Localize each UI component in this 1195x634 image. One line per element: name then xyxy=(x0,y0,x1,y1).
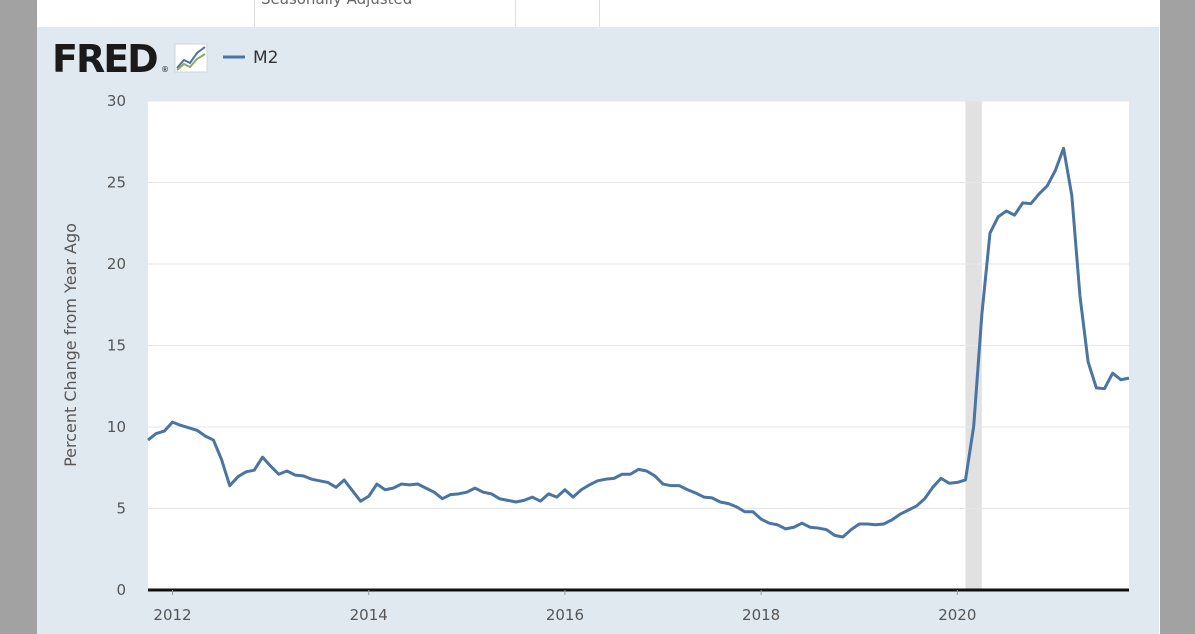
y-tick-label: 15 xyxy=(107,337,126,355)
x-tick-label: 2012 xyxy=(153,606,191,624)
y-tick-label: 30 xyxy=(107,92,126,110)
y-tick-label: 10 xyxy=(107,418,126,436)
logo-icon xyxy=(174,43,208,73)
logo-icon-line xyxy=(176,53,206,71)
x-tick-label: 2014 xyxy=(350,606,388,624)
logo: FRED xyxy=(52,37,157,81)
y-axis-label: Percent Change from Year Ago xyxy=(61,223,80,467)
plot: 0 5 10 15 20 25 30 2012 2014 2016 2018 2020 xyxy=(107,92,1130,624)
y-tick-label: 25 xyxy=(107,174,126,192)
x-tick-label: 2020 xyxy=(938,606,976,624)
data-line xyxy=(147,146,1130,539)
x-tick-label: 2016 xyxy=(546,606,584,624)
y-tick-label: 20 xyxy=(107,255,126,273)
legend-label: M2 xyxy=(253,48,278,68)
logo-mark: ® xyxy=(161,65,169,74)
logo-icon-line xyxy=(176,46,206,69)
table-cell-text: Seasonally Adjusted xyxy=(261,0,412,8)
y-tick-label: 0 xyxy=(116,581,126,599)
y-tick-label: 5 xyxy=(116,500,126,518)
x-tick-label: 2018 xyxy=(742,606,780,624)
